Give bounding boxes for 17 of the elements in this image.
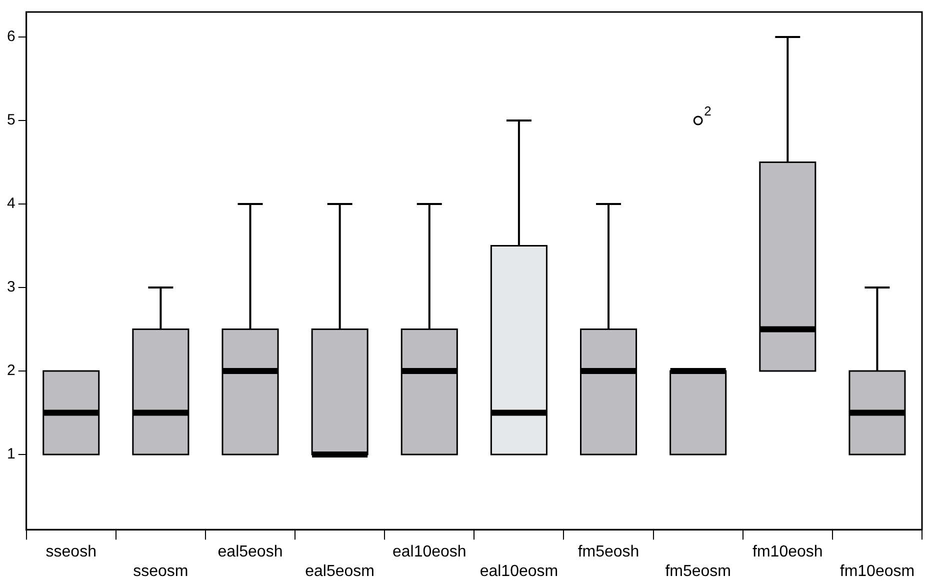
y-tick-label: 1 [7, 446, 16, 463]
x-tick-label: sseosm [133, 562, 188, 580]
x-tick-label: fm10eosm [840, 562, 915, 580]
annotation: 2 [704, 104, 712, 119]
y-tick-label: 2 [7, 362, 16, 380]
x-tick-label: eal10eosm [480, 562, 558, 580]
y-tick-label: 4 [7, 195, 16, 212]
x-tick-label: eal5eosm [305, 562, 375, 580]
x-tick-label: eal10eosh [392, 544, 466, 561]
x-tick-label: fm5eosh [578, 544, 640, 561]
y-tick-label: 6 [7, 28, 16, 46]
x-tick-label: eal5eosh [218, 544, 283, 561]
x-tick-label: sseosh [46, 544, 96, 561]
y-tick-label: 3 [7, 278, 16, 296]
x-tick-label: fm10eosh [752, 544, 823, 561]
y-tick-label: 5 [7, 112, 16, 129]
x-tick-label: fm5eosm [665, 562, 731, 580]
